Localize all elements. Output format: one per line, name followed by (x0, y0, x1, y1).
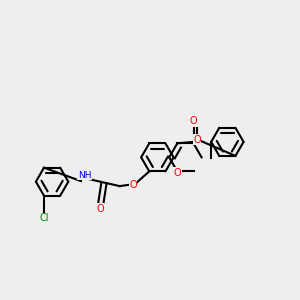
Text: Cl: Cl (39, 213, 49, 224)
Text: O: O (96, 204, 104, 214)
Text: O: O (129, 180, 137, 190)
Text: NH: NH (78, 171, 91, 180)
Text: O: O (173, 168, 181, 178)
Text: O: O (190, 116, 197, 127)
Text: O: O (193, 134, 201, 145)
